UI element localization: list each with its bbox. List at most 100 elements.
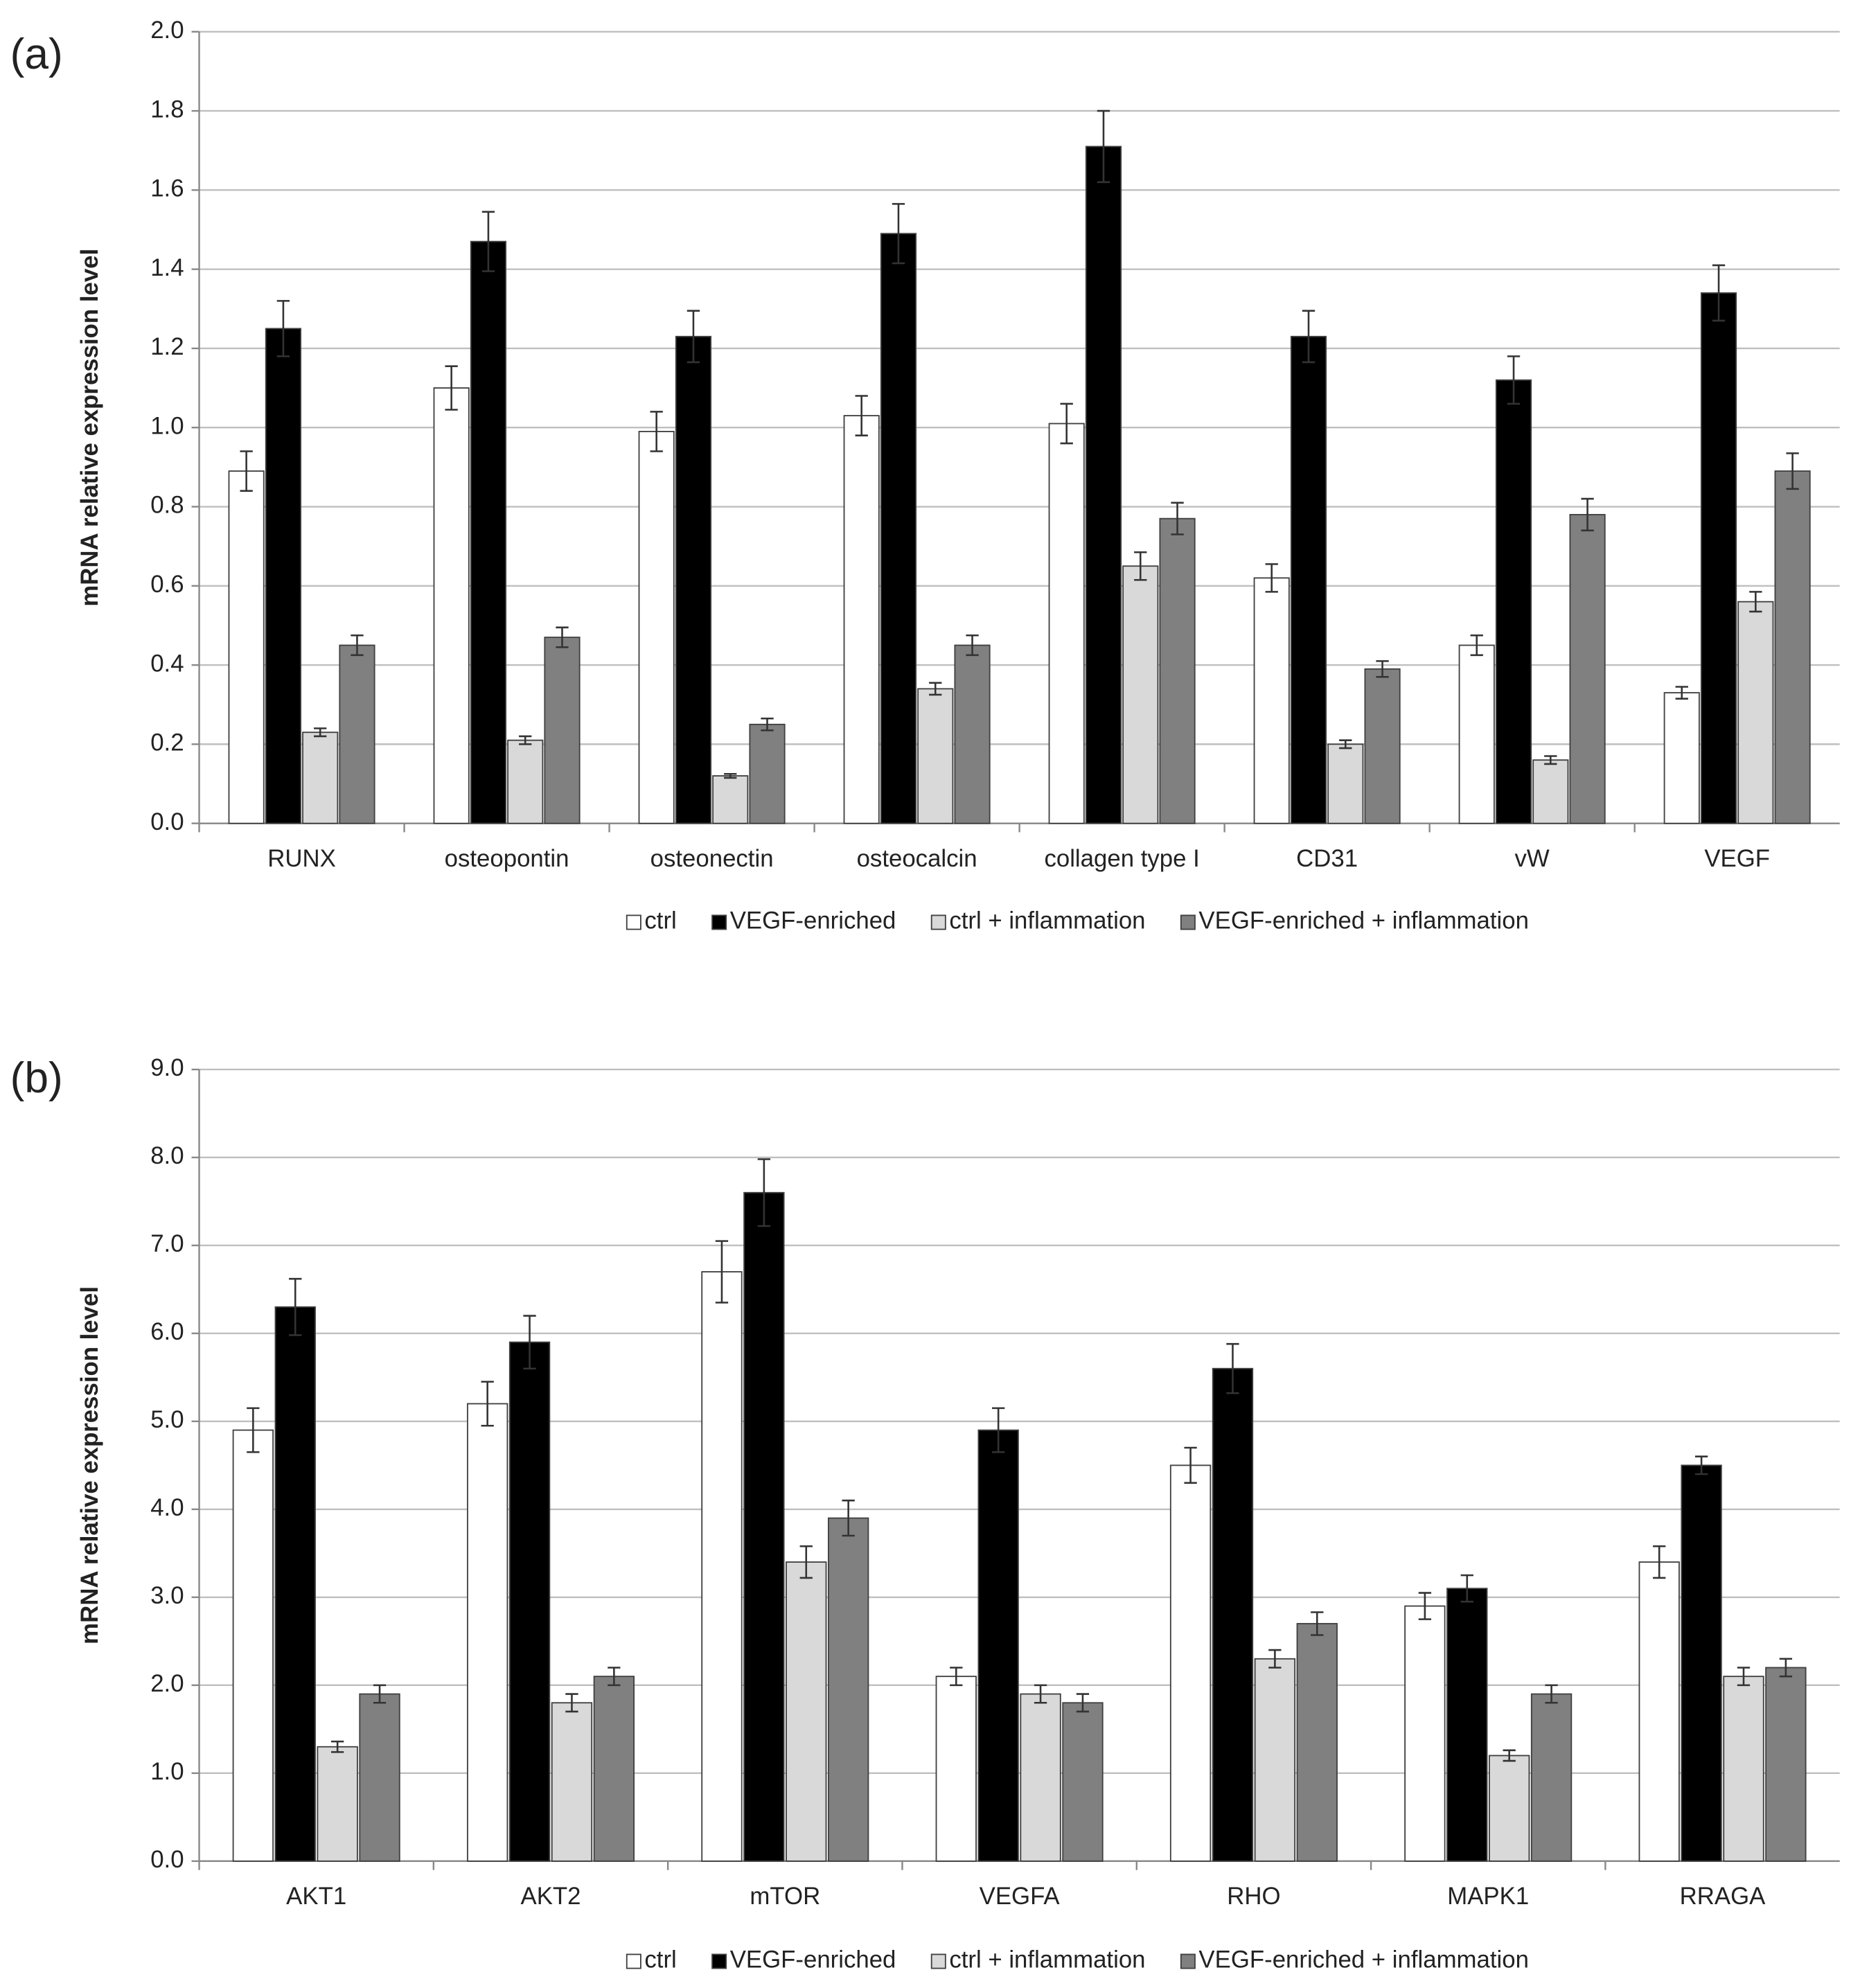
y-tick-label: 8.0	[150, 1143, 184, 1169]
bar	[433, 387, 470, 824]
bar	[1169, 1464, 1212, 1862]
error-bar	[481, 1381, 494, 1427]
bar	[1446, 1588, 1488, 1862]
bar	[1327, 743, 1364, 824]
legend-label: VEGF-enriched + inflammation	[1198, 908, 1529, 934]
bar	[1495, 379, 1532, 824]
error-bar	[1779, 1658, 1793, 1678]
bar	[1569, 514, 1606, 824]
error-bar	[1581, 497, 1594, 532]
bar	[880, 233, 917, 824]
y-tick-label: 1.6	[150, 176, 184, 202]
error-bar	[373, 1684, 387, 1704]
bar	[274, 1306, 316, 1862]
error-bar	[314, 727, 327, 738]
y-tick-label: 6.0	[150, 1319, 184, 1345]
x-tick-label: VEGFA	[980, 1883, 1061, 1910]
error-bar	[247, 1407, 260, 1453]
bar	[359, 1693, 400, 1862]
error-bar	[842, 1499, 855, 1537]
bar	[228, 470, 265, 824]
bar	[701, 1271, 743, 1862]
error-bar	[992, 1407, 1005, 1453]
y-tick-label: 0.6	[150, 571, 184, 598]
legend-label: ctrl	[644, 908, 676, 934]
error-bar	[1097, 109, 1110, 184]
error-bar	[608, 1667, 621, 1687]
bar	[1700, 292, 1737, 824]
error-bar	[855, 395, 868, 436]
error-bar	[1545, 1684, 1558, 1704]
panel-label: (b)	[10, 1054, 63, 1102]
bar	[470, 240, 507, 824]
bar	[827, 1517, 869, 1862]
legend-swatch	[930, 914, 946, 930]
error-bar	[1507, 355, 1521, 405]
legend-label: VEGF-enriched	[730, 908, 896, 934]
legend-swatch	[711, 914, 727, 930]
bar	[1296, 1623, 1338, 1862]
x-tick-label: osteocalcin	[857, 846, 977, 872]
bar	[317, 1746, 358, 1862]
y-tick-label: 1.8	[150, 96, 184, 123]
error-bar	[1268, 1649, 1282, 1669]
error-bar	[950, 1667, 963, 1687]
error-bar	[1694, 1455, 1708, 1475]
bar	[339, 644, 375, 824]
legend-label: ctrl + inflammation	[949, 1947, 1145, 1973]
bar	[786, 1561, 827, 1862]
legend-swatch	[930, 1953, 946, 1969]
error-bar	[1076, 1693, 1090, 1713]
legend-swatch	[1180, 1953, 1196, 1969]
bar	[1723, 1676, 1764, 1862]
bar	[551, 1702, 593, 1862]
bar	[232, 1429, 274, 1862]
bar	[1253, 577, 1290, 824]
bar	[917, 688, 954, 824]
error-bar	[1034, 1684, 1047, 1704]
bar	[1254, 1658, 1296, 1862]
bar	[1159, 517, 1196, 824]
error-bar	[519, 735, 532, 745]
error-bar	[1311, 1611, 1324, 1636]
bar	[1212, 1367, 1254, 1862]
x-tick-label: RRAGA	[1680, 1883, 1766, 1910]
bar	[507, 739, 544, 824]
error-bar	[1134, 551, 1147, 581]
error-bar	[1226, 1342, 1239, 1394]
y-tick-label: 7.0	[150, 1231, 184, 1257]
error-bar	[799, 1545, 813, 1579]
error-bar	[289, 1277, 302, 1336]
y-axis-label: mRNA relative expression level	[77, 1286, 103, 1644]
error-bar	[240, 450, 253, 492]
y-tick-label: 2.0	[150, 1671, 184, 1697]
legend-swatch	[711, 1953, 727, 1969]
y-tick-label: 3.0	[150, 1583, 184, 1609]
y-tick-label: 5.0	[150, 1407, 184, 1433]
x-tick-label: RUNX	[267, 846, 336, 872]
error-bar	[966, 634, 979, 657]
error-bar	[761, 717, 774, 731]
error-bar	[650, 411, 663, 452]
bar	[544, 637, 581, 824]
x-tick-label: collagen type I	[1044, 846, 1199, 872]
legend-label: VEGF-enriched	[730, 1947, 896, 1973]
error-bar	[1418, 1592, 1432, 1620]
y-tick-label: 0.8	[150, 492, 184, 519]
legend-swatch	[626, 1953, 641, 1969]
x-tick-label: AKT2	[521, 1883, 581, 1910]
error-bar	[1503, 1749, 1516, 1762]
y-tick-label: 9.0	[150, 1055, 184, 1081]
legend-swatch	[626, 914, 641, 930]
y-tick-label: 0.4	[150, 650, 184, 677]
y-tick-label: 0.0	[150, 1847, 184, 1873]
bar	[1404, 1605, 1446, 1862]
y-tick-label: 0.2	[150, 730, 184, 756]
bar	[1290, 335, 1327, 824]
error-bar	[1544, 755, 1557, 765]
bar	[712, 775, 749, 824]
bar	[1020, 1693, 1061, 1862]
bar	[1489, 1755, 1530, 1862]
error-bar	[1302, 310, 1316, 364]
bar	[843, 415, 880, 824]
